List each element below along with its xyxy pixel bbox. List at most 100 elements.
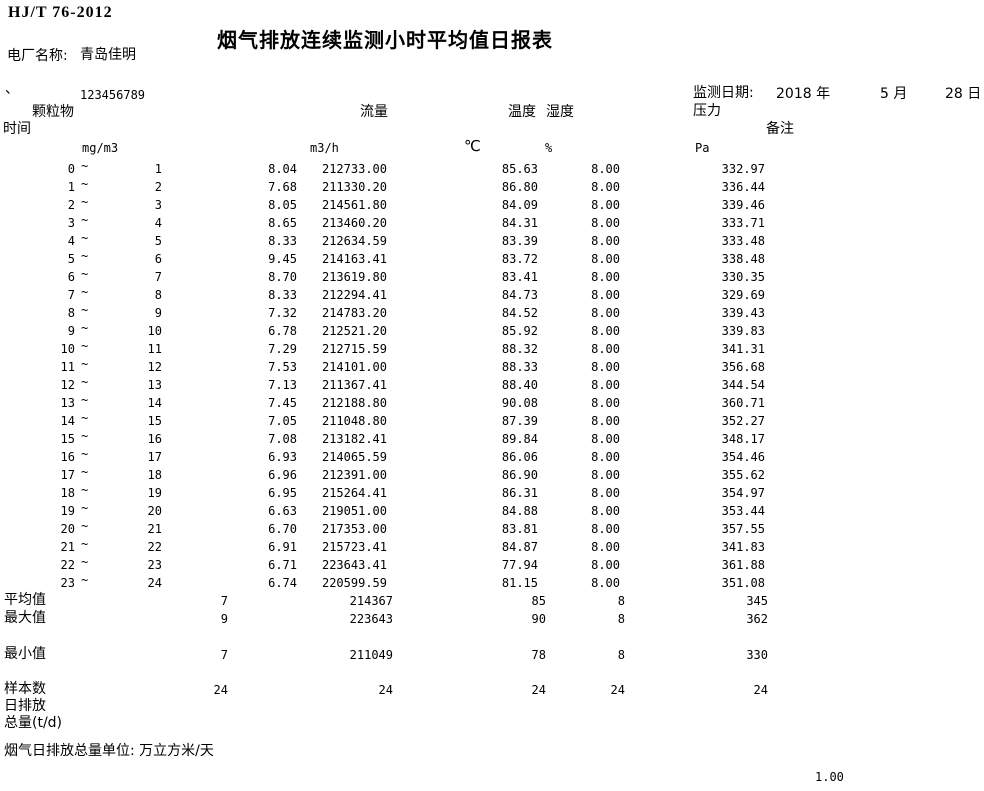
cell-temp: 86.31 <box>501 486 538 500</box>
daily-emission-label-line2: 总量(t/d) <box>4 715 63 731</box>
summary-row-label: 样本数 <box>4 681 46 697</box>
cell-hour-start: 18 <box>60 486 75 500</box>
cell-pressure: 336.44 <box>721 180 765 194</box>
cell-hour-start: 23 <box>60 576 75 590</box>
cell-temp: 85 <box>531 594 546 608</box>
cell-humidity: 8.00 <box>591 558 620 572</box>
unit-pressure: Pa <box>695 141 710 155</box>
summary-row: 样本数 24 24 24 24 24 <box>0 681 984 699</box>
cell-hour-start: 22 <box>60 558 75 572</box>
cell-temp: 89.84 <box>501 432 538 446</box>
tilde-separator: ~ <box>81 555 89 569</box>
summary-row-label: 最大值 <box>4 610 46 626</box>
cell-hour-end: 4 <box>154 216 162 230</box>
cell-pm: 6.91 <box>268 540 297 554</box>
serial-number: 123456789 <box>80 88 146 102</box>
cell-pm: 7.13 <box>268 378 297 392</box>
cell-humidity: 8 <box>617 594 625 608</box>
unit-humidity: % <box>545 141 553 155</box>
cell-temp: 83.41 <box>501 270 538 284</box>
tilde-separator: ~ <box>81 501 89 515</box>
cell-pm: 9 <box>220 612 228 626</box>
table-row: 6 ~ 7 8.70 213619.80 83.41 8.00 330.35 <box>0 267 984 286</box>
cell-hour-end: 1 <box>154 162 162 176</box>
table-row: 1 ~ 2 7.68 211330.20 86.80 8.00 336.44 <box>0 177 984 196</box>
cell-humidity: 24 <box>610 683 625 697</box>
col-header-pressure: 压力 <box>693 103 721 119</box>
cell-hour-end: 3 <box>154 198 162 212</box>
cell-humidity: 8.00 <box>591 342 620 356</box>
tilde-separator: ~ <box>81 321 89 335</box>
cell-pressure: 355.62 <box>721 468 765 482</box>
cell-pm: 7.29 <box>268 342 297 356</box>
cell-temp: 88.32 <box>501 342 538 356</box>
cell-humidity: 8.00 <box>591 324 620 338</box>
cell-pm: 6.70 <box>268 522 297 536</box>
cell-hour-start: 1 <box>67 180 75 194</box>
tilde-separator: ~ <box>81 465 89 479</box>
cell-humidity: 8.00 <box>591 306 620 320</box>
cell-humidity: 8.00 <box>591 432 620 446</box>
table-row: 15 ~ 16 7.08 213182.41 89.84 8.00 348.17 <box>0 429 984 448</box>
cell-temp: 84.88 <box>501 504 538 518</box>
cell-humidity: 8.00 <box>591 288 620 302</box>
cell-pm: 7.68 <box>268 180 297 194</box>
cell-humidity: 8.00 <box>591 252 620 266</box>
cell-pressure: 339.83 <box>721 324 765 338</box>
cell-humidity: 8.00 <box>591 396 620 410</box>
tilde-separator: ~ <box>81 447 89 461</box>
col-header-temp: 温度 <box>508 104 536 120</box>
cell-pm: 8.65 <box>268 216 297 230</box>
cell-flow: 215264.41 <box>321 486 387 500</box>
tilde-separator: ~ <box>81 195 89 209</box>
cell-hour-end: 10 <box>147 324 162 338</box>
table-row: 0 ~ 1 8.04 212733.00 85.63 8.00 332.97 <box>0 159 984 178</box>
cell-pm: 7 <box>220 594 228 608</box>
cell-hour-end: 2 <box>154 180 162 194</box>
table-row: 16 ~ 17 6.93 214065.59 86.06 8.00 354.46 <box>0 447 984 466</box>
col-header-humidity: 湿度 <box>546 104 574 120</box>
cell-pm: 7.08 <box>268 432 297 446</box>
table-row: 19 ~ 20 6.63 219051.00 84.88 8.00 353.44 <box>0 501 984 520</box>
cell-temp: 86.90 <box>501 468 538 482</box>
tilde-separator: ~ <box>81 483 89 497</box>
cell-hour-start: 10 <box>60 342 75 356</box>
tilde-separator: ~ <box>81 411 89 425</box>
cell-temp: 86.06 <box>501 450 538 464</box>
monitor-date-month: 5 月 <box>880 86 908 102</box>
tilde-separator: ~ <box>81 213 89 227</box>
cell-pm: 24 <box>213 683 228 697</box>
plant-name-label: 电厂名称: <box>7 48 68 64</box>
cell-hour-end: 6 <box>154 252 162 266</box>
cell-flow: 212294.41 <box>321 288 387 302</box>
monitor-date-day: 28 日 <box>945 86 982 102</box>
cell-pm: 8.33 <box>268 234 297 248</box>
cell-pressure: 344.54 <box>721 378 765 392</box>
cell-pressure: 356.68 <box>721 360 765 374</box>
cell-pressure: 353.44 <box>721 504 765 518</box>
cell-pm: 8.04 <box>268 162 297 176</box>
cell-pressure: 354.46 <box>721 450 765 464</box>
cell-temp: 83.72 <box>501 252 538 266</box>
cell-pressure: 330 <box>746 648 768 662</box>
cell-flow: 212733.00 <box>321 162 387 176</box>
cell-pressure: 338.48 <box>721 252 765 266</box>
table-row: 10 ~ 11 7.29 212715.59 88.32 8.00 341.31 <box>0 339 984 358</box>
cell-temp: 90 <box>531 612 546 626</box>
standard-code: HJ/T 76-2012 <box>8 4 113 21</box>
col-header-flow: 流量 <box>360 104 388 120</box>
summary-row-label: 平均值 <box>4 592 46 608</box>
cell-humidity: 8.00 <box>591 522 620 536</box>
cell-pm: 6.96 <box>268 468 297 482</box>
summary-row: 平均值 7 214367 85 8 345 <box>0 592 984 610</box>
cell-flow: 212188.80 <box>321 396 387 410</box>
cell-humidity: 8.00 <box>591 216 620 230</box>
cell-flow: 223643 <box>349 612 393 626</box>
cell-hour-start: 7 <box>67 288 75 302</box>
cell-humidity: 8.00 <box>591 378 620 392</box>
cell-pm: 7.45 <box>268 396 297 410</box>
cell-pressure: 341.83 <box>721 540 765 554</box>
cell-pressure: 329.69 <box>721 288 765 302</box>
tilde-separator: ~ <box>81 231 89 245</box>
cell-pm: 9.45 <box>268 252 297 266</box>
